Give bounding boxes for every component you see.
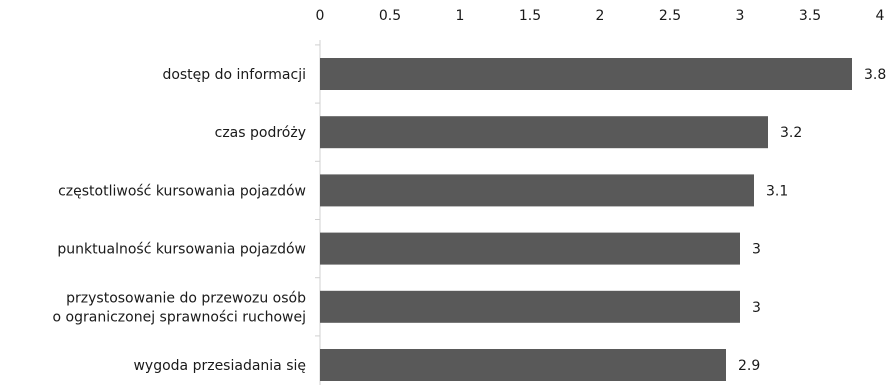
category-label: o ograniczonej sprawności ruchowej	[53, 309, 306, 325]
x-tick-label: 3	[736, 8, 745, 24]
x-tick-label: 1	[456, 8, 465, 24]
category-label: przystosowanie do przewozu osób	[66, 290, 306, 306]
bar	[320, 290, 740, 323]
data-label: 3	[752, 300, 761, 316]
x-tick-label: 0.5	[379, 8, 401, 24]
data-label: 2.9	[738, 358, 760, 374]
value-labels: 3.8 3.2 3.1 3 3 2.9	[738, 67, 886, 374]
category-labels: dostęp do informacji czas podróży częstotl…	[53, 67, 307, 374]
bar	[320, 116, 768, 149]
bar	[320, 58, 852, 90]
x-axis-ticks: 0 0.5 1 1.5 2 2.5 3 3.5 4	[316, 8, 885, 24]
x-tick-label: 1.5	[519, 8, 541, 24]
x-tick-label: 4	[876, 8, 885, 24]
category-label: dostęp do informacji	[162, 67, 306, 83]
x-tick-label: 2.5	[659, 8, 681, 24]
bars	[320, 58, 852, 381]
bar	[320, 174, 754, 207]
data-label: 3.1	[766, 183, 788, 199]
data-label: 3	[752, 242, 761, 258]
x-tick-label: 2	[596, 8, 605, 24]
category-label: punktualność kursowania pojazdów	[57, 242, 306, 258]
data-label: 3.8	[864, 67, 886, 83]
bar	[320, 232, 740, 265]
bar	[320, 349, 726, 381]
category-label: częstotliwość kursowania pojazdów	[58, 183, 306, 199]
data-label: 3.2	[780, 125, 802, 141]
category-label: czas podróży	[215, 125, 306, 141]
category-label: wygoda przesiadania się	[133, 358, 306, 374]
x-tick-label: 3.5	[799, 8, 821, 24]
x-tick-label: 0	[316, 8, 325, 24]
category-axis	[315, 40, 321, 389]
